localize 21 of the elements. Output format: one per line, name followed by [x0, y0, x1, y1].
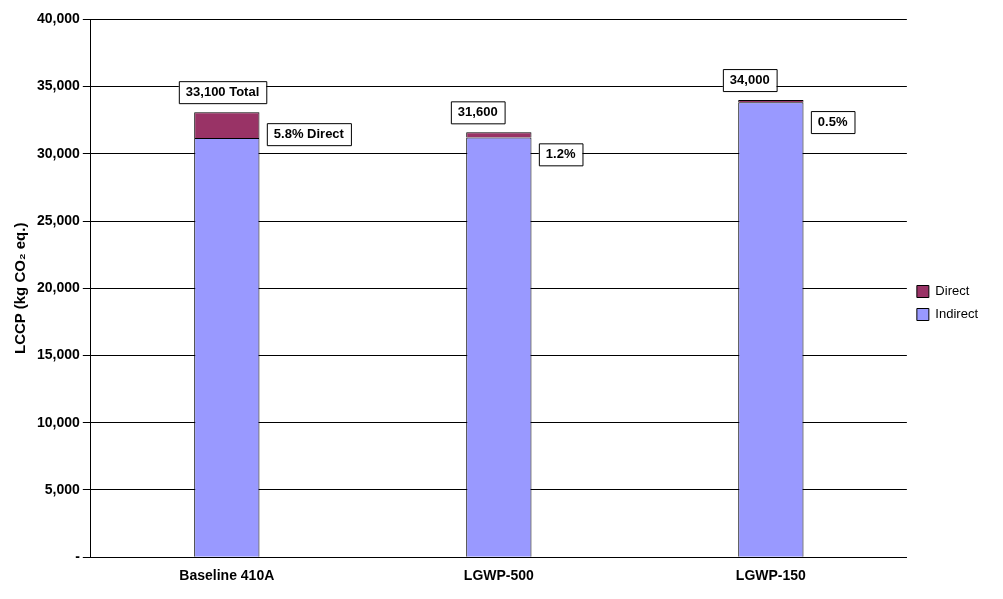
annotation: 1.2% — [545, 145, 576, 161]
total-label: 31,600 — [457, 103, 498, 119]
x-tick-label: LGWP-150 — [735, 567, 807, 584]
legend-label: Indirect — [935, 306, 979, 322]
annotation: 5.8% Direct — [273, 125, 345, 141]
y-tick-label: 40,000 — [36, 10, 81, 27]
y-tick-label: 35,000 — [36, 77, 81, 94]
x-tick-label: LGWP-500 — [463, 567, 535, 584]
y-tick-label: 5,000 — [44, 480, 81, 497]
y-tick-label: 10,000 — [36, 413, 81, 430]
y-tick-label: 25,000 — [36, 211, 81, 228]
total-label: 34,000 — [729, 71, 770, 87]
x-tick-label: Baseline 410A — [179, 567, 275, 584]
annotation: 0.5% — [817, 113, 848, 129]
y-tick-label: - — [75, 548, 81, 565]
y-tick-label: 20,000 — [36, 279, 81, 296]
y-tick-label: 30,000 — [36, 144, 81, 161]
total-label: 33,100 Total — [185, 83, 260, 99]
y-axis-title: LCCP (kg CO₂ eq.) — [11, 222, 29, 354]
y-tick-label: 15,000 — [36, 346, 81, 363]
legend-label: Direct — [935, 283, 970, 299]
